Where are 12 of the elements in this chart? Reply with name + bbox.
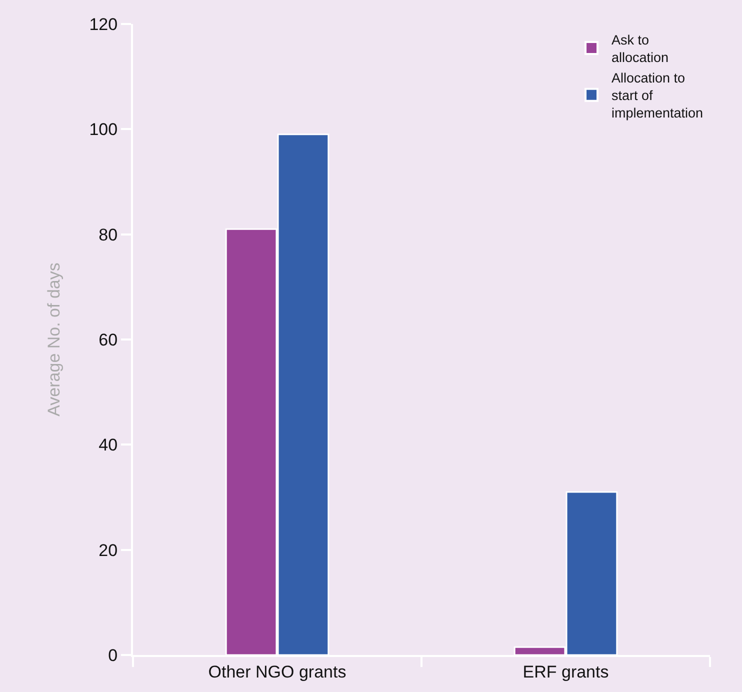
y-axis-title: Average No. of days bbox=[44, 262, 64, 416]
y-tick-label: 60 bbox=[98, 330, 118, 350]
legend-label: Allocation to start of implementation bbox=[612, 70, 704, 121]
y-tick-label: 0 bbox=[108, 646, 118, 665]
legend-label: Ask to allocation bbox=[612, 32, 669, 66]
y-tick-label: 40 bbox=[98, 436, 118, 455]
x-tick-label: Other NGO grants bbox=[208, 662, 346, 682]
y-tick-label: 20 bbox=[98, 540, 118, 560]
x-tick-label: ERF grants bbox=[522, 662, 609, 682]
y-tick-label: 100 bbox=[89, 120, 118, 140]
y-tick-label: 120 bbox=[89, 14, 118, 34]
y-tick-label: 80 bbox=[98, 225, 118, 244]
